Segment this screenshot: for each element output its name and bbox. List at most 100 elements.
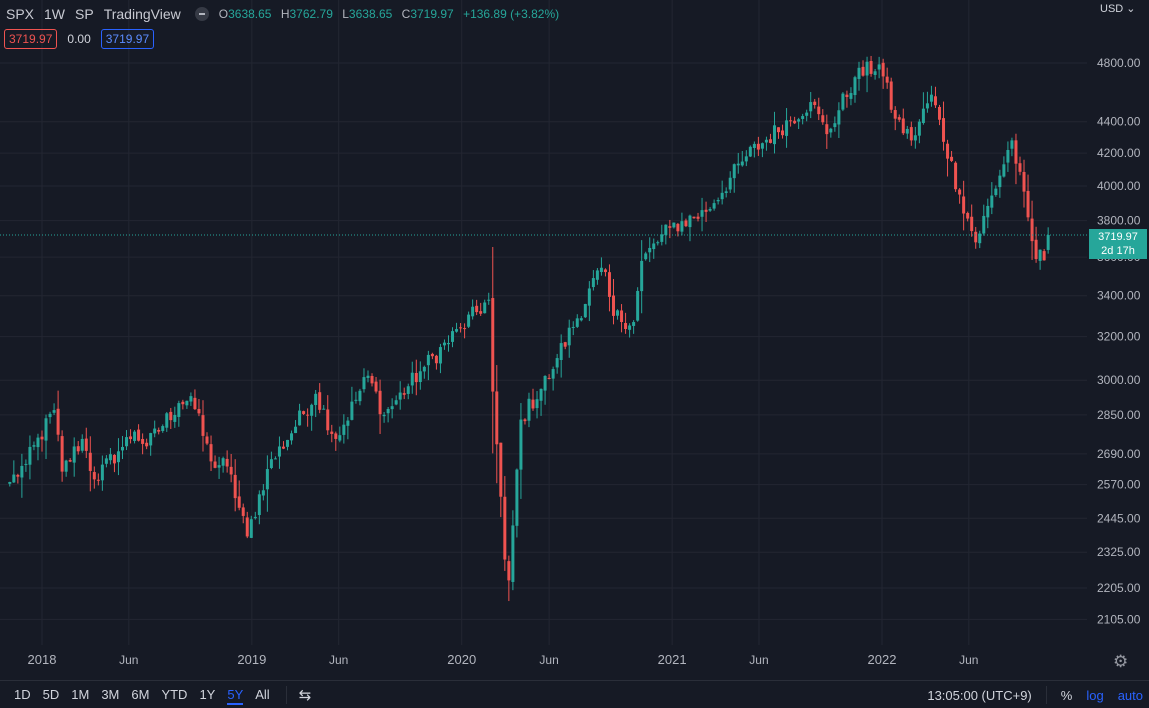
timeframe-ytd[interactable]: YTD [161, 687, 188, 702]
candle-body [748, 146, 752, 157]
divider [285, 685, 287, 704]
candle [744, 150, 748, 167]
candle-body [120, 446, 124, 451]
candle [302, 410, 306, 416]
candle [652, 238, 656, 259]
candle [80, 434, 84, 453]
timeframe-5y[interactable]: 5Y [221, 687, 249, 705]
candle [177, 400, 181, 427]
symbol-name[interactable]: SPX [6, 6, 35, 22]
collapse-icon[interactable] [194, 7, 209, 21]
timeframe-5d[interactable]: 5D [42, 687, 60, 702]
candle-body [475, 305, 479, 313]
price-tick-label: 4000.00 [1097, 179, 1141, 193]
candle [141, 433, 145, 455]
candle [491, 247, 495, 454]
timeframe-1m[interactable]: 1M [71, 687, 90, 702]
candle [434, 354, 438, 370]
candle [813, 98, 817, 109]
candle [60, 430, 64, 482]
price-tick-label: 2205.00 [1097, 581, 1141, 595]
currency-selector[interactable]: USD ⌄ [1100, 2, 1136, 15]
candle [145, 438, 149, 450]
value-box-red[interactable]: 3719.97 [4, 29, 58, 49]
price-tick-label: 4800.00 [1097, 56, 1141, 70]
candle [579, 316, 583, 322]
candle-body [362, 377, 366, 390]
clock[interactable]: 13:05:00 (UTC+9) [927, 687, 1032, 703]
candle-body [624, 323, 628, 329]
value-box-blue[interactable]: 3719.97 [100, 29, 155, 49]
candle [56, 390, 60, 442]
candle [507, 555, 511, 602]
price-axis[interactable]: 2105.00 2205.00 2325.00 2445.00 2570.00 2690.… [1097, 56, 1141, 626]
candle [527, 392, 531, 428]
open-value: 3638.65 [228, 7, 272, 21]
candle-body [467, 314, 471, 327]
candle-body [426, 354, 430, 366]
candle [88, 436, 92, 492]
candle [925, 91, 929, 113]
candle-body [752, 143, 756, 148]
timeframe-all[interactable]: All [255, 687, 270, 702]
candle-body [917, 121, 921, 136]
candle-body [326, 409, 330, 431]
candle-body [684, 220, 688, 227]
candle [241, 503, 245, 524]
candle-body [277, 446, 281, 457]
open-label: O [218, 7, 229, 21]
candle-body [527, 398, 531, 421]
candle-body [354, 399, 358, 401]
candle-body [28, 446, 32, 465]
candle-body [72, 446, 76, 463]
timeframe-1y[interactable]: 1Y [199, 687, 216, 702]
log-button[interactable]: log [1086, 687, 1104, 703]
time-tick-label: Jun [329, 653, 348, 667]
candle [756, 136, 760, 156]
candle [366, 370, 370, 383]
candle [933, 86, 937, 108]
candle-body [720, 192, 724, 200]
candle-body [116, 451, 120, 463]
candle [201, 400, 205, 452]
candle [567, 319, 571, 358]
candle [1014, 133, 1018, 185]
interval-label[interactable]: 1W [44, 6, 66, 22]
candle-body [495, 391, 499, 445]
candle-body [1038, 249, 1042, 261]
candle [978, 230, 982, 249]
timeframe-3m[interactable]: 3M [101, 687, 120, 702]
candle-body [680, 221, 684, 232]
candle [28, 435, 32, 480]
candle-body [499, 442, 503, 497]
date-range-icon[interactable]: ⇆ [298, 686, 312, 704]
candle-body [620, 310, 624, 322]
candle-body [732, 164, 736, 179]
candle [161, 424, 165, 433]
candle-body [913, 135, 917, 141]
time-axis[interactable]: 2018 Jun 2019 Jun 2020 Jun 2021 Jun 2022 Jun [28, 652, 979, 667]
candle [1006, 141, 1010, 172]
candle [189, 392, 193, 406]
auto-button[interactable]: auto [1117, 687, 1143, 703]
candle [209, 435, 213, 472]
gear-icon[interactable]: ⚙ [1113, 652, 1129, 671]
candle [475, 299, 479, 316]
candle [929, 85, 933, 107]
candle-body [173, 414, 177, 422]
percent-button[interactable]: % [1060, 687, 1073, 703]
candle [503, 476, 507, 571]
candle [563, 341, 567, 350]
candle [720, 180, 724, 205]
candle-body [265, 469, 269, 490]
candle [40, 430, 44, 452]
candle-body [789, 120, 793, 122]
candle-body [193, 397, 197, 410]
indicator-values: 3719.97 0.00 3719.97 [4, 29, 155, 49]
timeframe-1d[interactable]: 1D [14, 687, 31, 702]
candle-body [84, 438, 88, 451]
candle [12, 460, 16, 483]
timeframe-6m[interactable]: 6M [131, 687, 150, 702]
candle [205, 432, 209, 446]
candlestick-chart[interactable]: 2105.00 2205.00 2325.00 2445.00 2570.00 2690.… [0, 0, 1149, 680]
